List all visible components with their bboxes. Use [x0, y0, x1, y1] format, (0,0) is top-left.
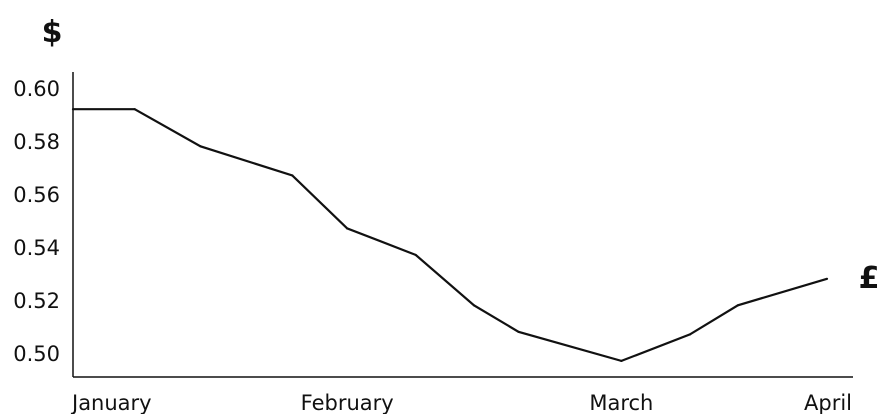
data-point	[517, 330, 520, 333]
data-point	[199, 145, 202, 148]
data-point	[133, 108, 136, 111]
data-point	[688, 333, 692, 336]
x-tick-labels: January February March April	[70, 391, 852, 414]
data-points	[71, 108, 829, 363]
data-point	[71, 108, 75, 111]
data-point	[472, 304, 476, 307]
x-tick-label: April	[804, 391, 852, 414]
y-tick-labels: 0.60 0.58 0.56 0.54 0.52 0.50	[13, 77, 60, 366]
y-tick-label: 0.56	[13, 183, 60, 207]
data-point	[620, 359, 623, 363]
y-tick-label: 0.54	[13, 236, 60, 260]
data-point	[346, 227, 349, 230]
y-tick-label: 0.50	[13, 342, 60, 366]
series-line	[73, 108, 828, 363]
x-tick-label: March	[589, 391, 653, 414]
x-tick-label: January	[70, 391, 152, 414]
data-point	[736, 304, 739, 307]
series-end-label: £	[859, 261, 879, 296]
data-point	[291, 174, 294, 177]
data-point	[414, 253, 417, 257]
y-tick-label: 0.58	[13, 130, 60, 154]
y-tick-label: 0.52	[13, 289, 60, 313]
y-unit-label: $	[42, 15, 63, 50]
y-tick-label: 0.60	[13, 77, 60, 101]
data-point	[825, 277, 829, 280]
x-tick-label: February	[301, 391, 394, 414]
